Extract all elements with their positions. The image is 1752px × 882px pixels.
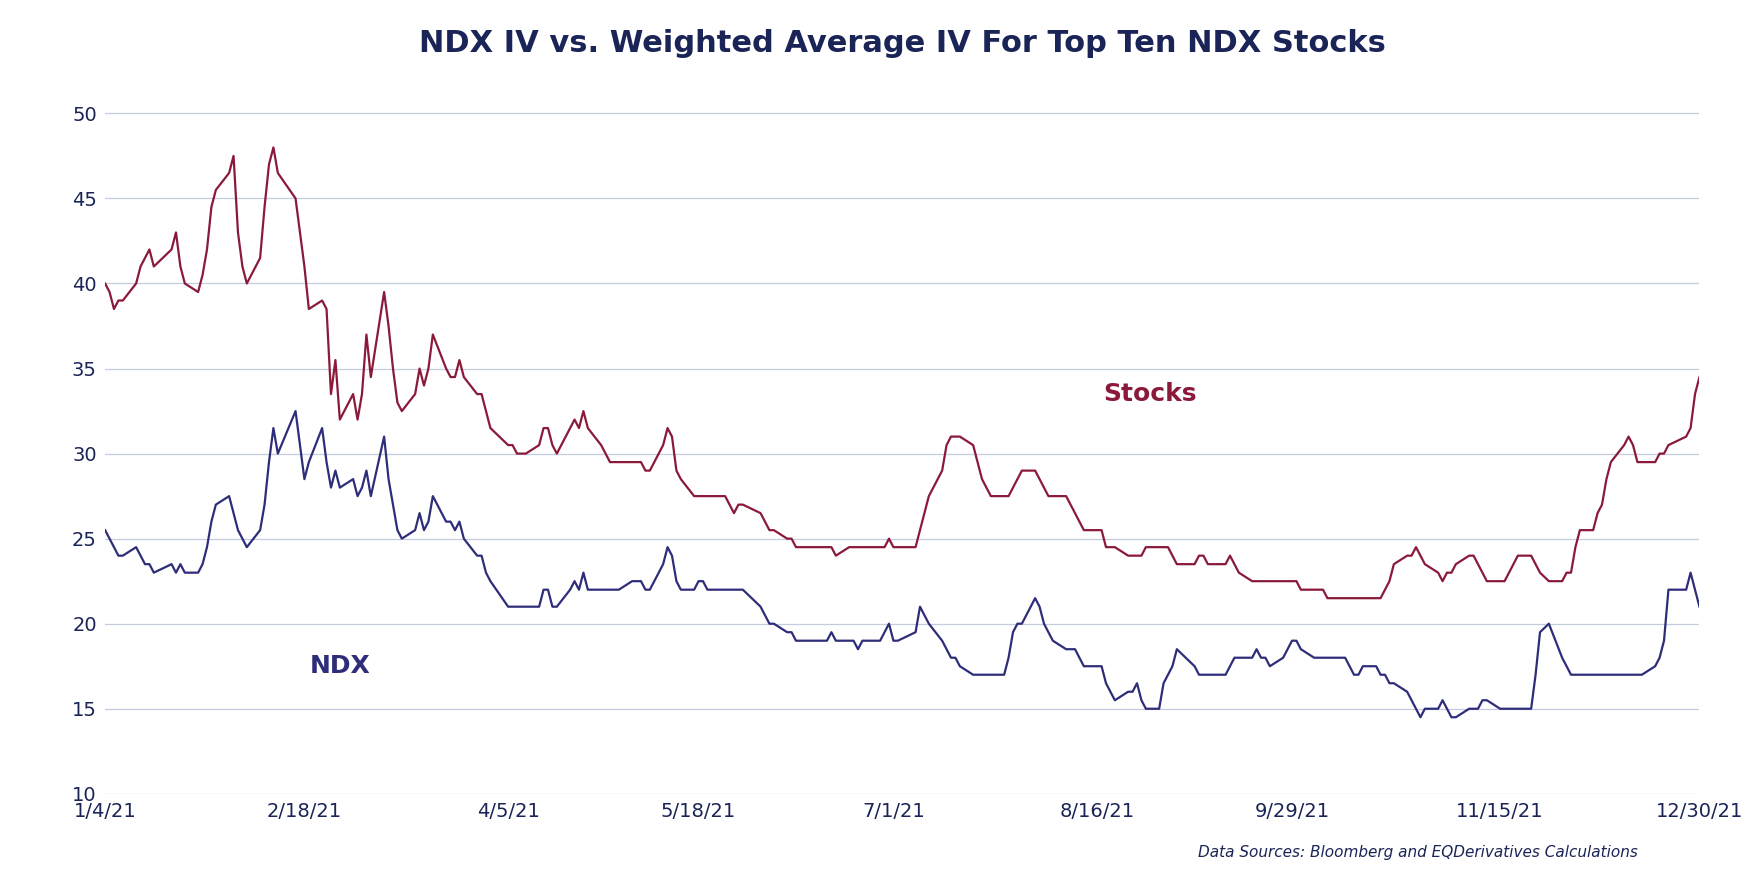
Text: Stocks: Stocks: [1104, 382, 1197, 406]
Text: NDX: NDX: [310, 654, 370, 678]
Text: Data Sources: Bloomberg and EQDerivatives Calculations: Data Sources: Bloomberg and EQDerivative…: [1198, 845, 1638, 860]
Title: NDX IV vs. Weighted Average IV For Top Ten NDX Stocks: NDX IV vs. Weighted Average IV For Top T…: [419, 28, 1386, 57]
